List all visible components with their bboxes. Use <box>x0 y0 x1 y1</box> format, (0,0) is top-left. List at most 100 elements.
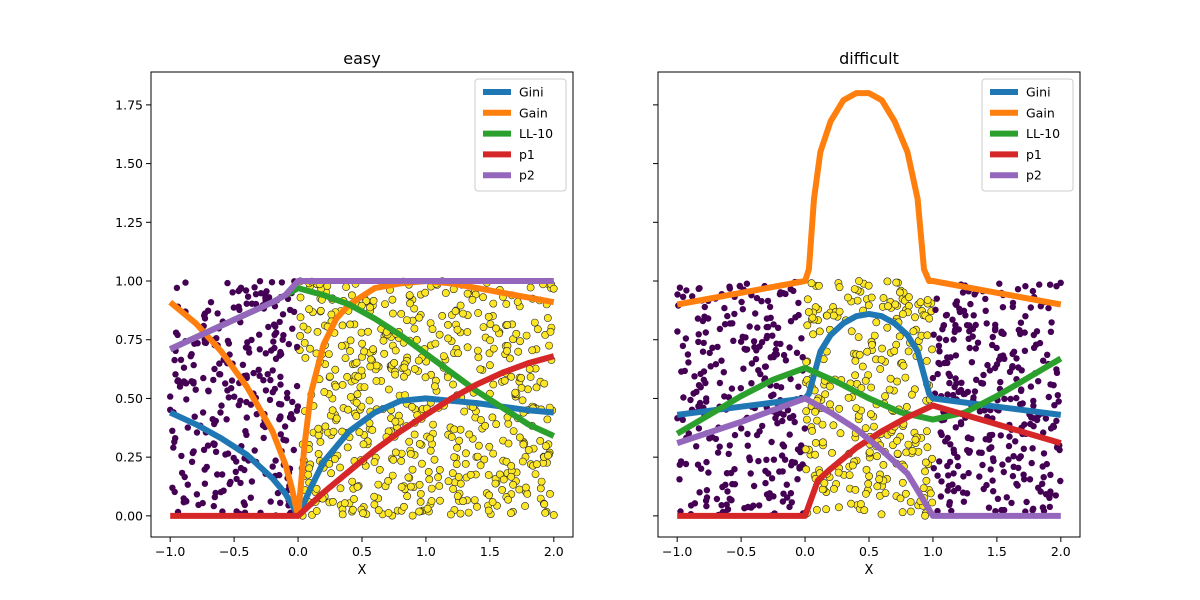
scatter-point <box>336 463 344 472</box>
scatter-point <box>783 481 790 488</box>
scatter-point <box>286 306 294 314</box>
scatter-point <box>961 390 969 398</box>
scatter-point <box>687 396 694 404</box>
scatter-point <box>898 508 907 517</box>
scatter-point <box>421 288 430 297</box>
scatter-point <box>719 483 726 491</box>
scatter-point <box>679 416 686 423</box>
scatter-point <box>488 413 497 422</box>
scatter-point <box>459 309 467 318</box>
x-tick-label: −0.5 <box>726 544 756 559</box>
scatter-point <box>851 371 859 380</box>
scatter-point <box>1026 476 1034 483</box>
scatter-point <box>250 369 257 377</box>
scatter-point <box>908 390 916 399</box>
scatter-point <box>256 331 263 338</box>
scatter-point <box>811 407 819 416</box>
scatter-point <box>925 314 934 323</box>
legend-label-p1: p1 <box>519 147 535 162</box>
scatter-point <box>691 373 698 380</box>
scatter-point <box>434 473 442 482</box>
scatter-point <box>804 308 813 316</box>
scatter-point <box>954 462 962 470</box>
scatter-point <box>986 436 993 443</box>
scatter-point <box>1040 357 1047 364</box>
scatter-point <box>285 340 292 348</box>
scatter-point <box>834 468 843 477</box>
scatter-point <box>1035 378 1042 385</box>
scatter-point <box>255 366 262 373</box>
scatter-point <box>709 344 716 351</box>
scatter-point <box>222 380 229 387</box>
scatter-point <box>835 283 844 292</box>
scatter-point <box>369 296 378 305</box>
scatter-point <box>770 321 777 328</box>
scatter-point <box>178 452 185 460</box>
scatter-point <box>246 349 253 356</box>
scatter-point <box>353 482 362 491</box>
scatter-point <box>892 340 901 349</box>
scatter-point <box>252 291 260 298</box>
scatter-point <box>852 404 861 412</box>
scatter-point <box>952 326 959 333</box>
scatter-point <box>391 448 400 457</box>
scatter-point <box>444 320 452 329</box>
y-tick-label: 1.00 <box>115 274 143 289</box>
legend-label-p1: p1 <box>1026 147 1042 162</box>
scatter-point <box>986 367 994 374</box>
scatter-point <box>264 371 271 378</box>
scatter-point <box>844 293 852 302</box>
scatter-point <box>702 329 709 336</box>
scatter-point <box>269 463 276 470</box>
scatter-point <box>1020 476 1028 483</box>
scatter-point <box>193 429 201 436</box>
scatter-point <box>251 447 258 454</box>
scatter-point <box>811 438 820 447</box>
scatter-point <box>400 363 409 372</box>
y-tick-label: 0.00 <box>115 508 143 523</box>
scatter-point <box>359 440 368 449</box>
scatter-point <box>780 351 788 359</box>
scatter-point <box>515 433 524 442</box>
scatter-point <box>435 482 444 490</box>
scatter-point <box>815 327 824 336</box>
scatter-point <box>1022 283 1029 290</box>
scatter-point <box>518 457 527 466</box>
scatter-point <box>795 299 802 307</box>
scatter-point <box>526 373 535 381</box>
scatter-point <box>848 461 857 470</box>
scatter-point <box>476 461 485 470</box>
x-tick-label: 0.5 <box>352 544 372 559</box>
scatter-point <box>926 489 935 498</box>
scatter-point <box>695 285 702 292</box>
series-line-p2 <box>676 395 1061 519</box>
scatter-point <box>706 349 713 357</box>
scatter-point <box>314 424 323 433</box>
scatter-point <box>416 489 425 498</box>
scatter-point <box>802 407 811 416</box>
scatter-point <box>523 489 532 498</box>
scatter-point <box>826 400 834 409</box>
scatter-point <box>170 444 177 451</box>
scatter-point <box>305 305 313 314</box>
scatter-point <box>798 335 805 342</box>
scatter-point <box>228 385 235 392</box>
scatter-point <box>950 336 957 343</box>
scatter-point <box>1003 494 1010 501</box>
scatter-point <box>397 483 406 491</box>
scatter-point <box>957 419 965 426</box>
scatter-point <box>674 328 681 335</box>
scatter-point <box>370 458 379 466</box>
scatter-point <box>368 426 377 434</box>
scatter-point <box>911 435 920 444</box>
scatter-point <box>343 443 352 452</box>
scatter-point <box>416 497 425 506</box>
scatter-point <box>809 330 817 339</box>
scatter-point <box>1007 395 1014 403</box>
scatter-point <box>466 470 475 479</box>
scatter-point <box>770 456 778 463</box>
scatter-point <box>1021 347 1029 354</box>
scatter-point <box>452 460 461 468</box>
scatter-point <box>210 376 217 384</box>
